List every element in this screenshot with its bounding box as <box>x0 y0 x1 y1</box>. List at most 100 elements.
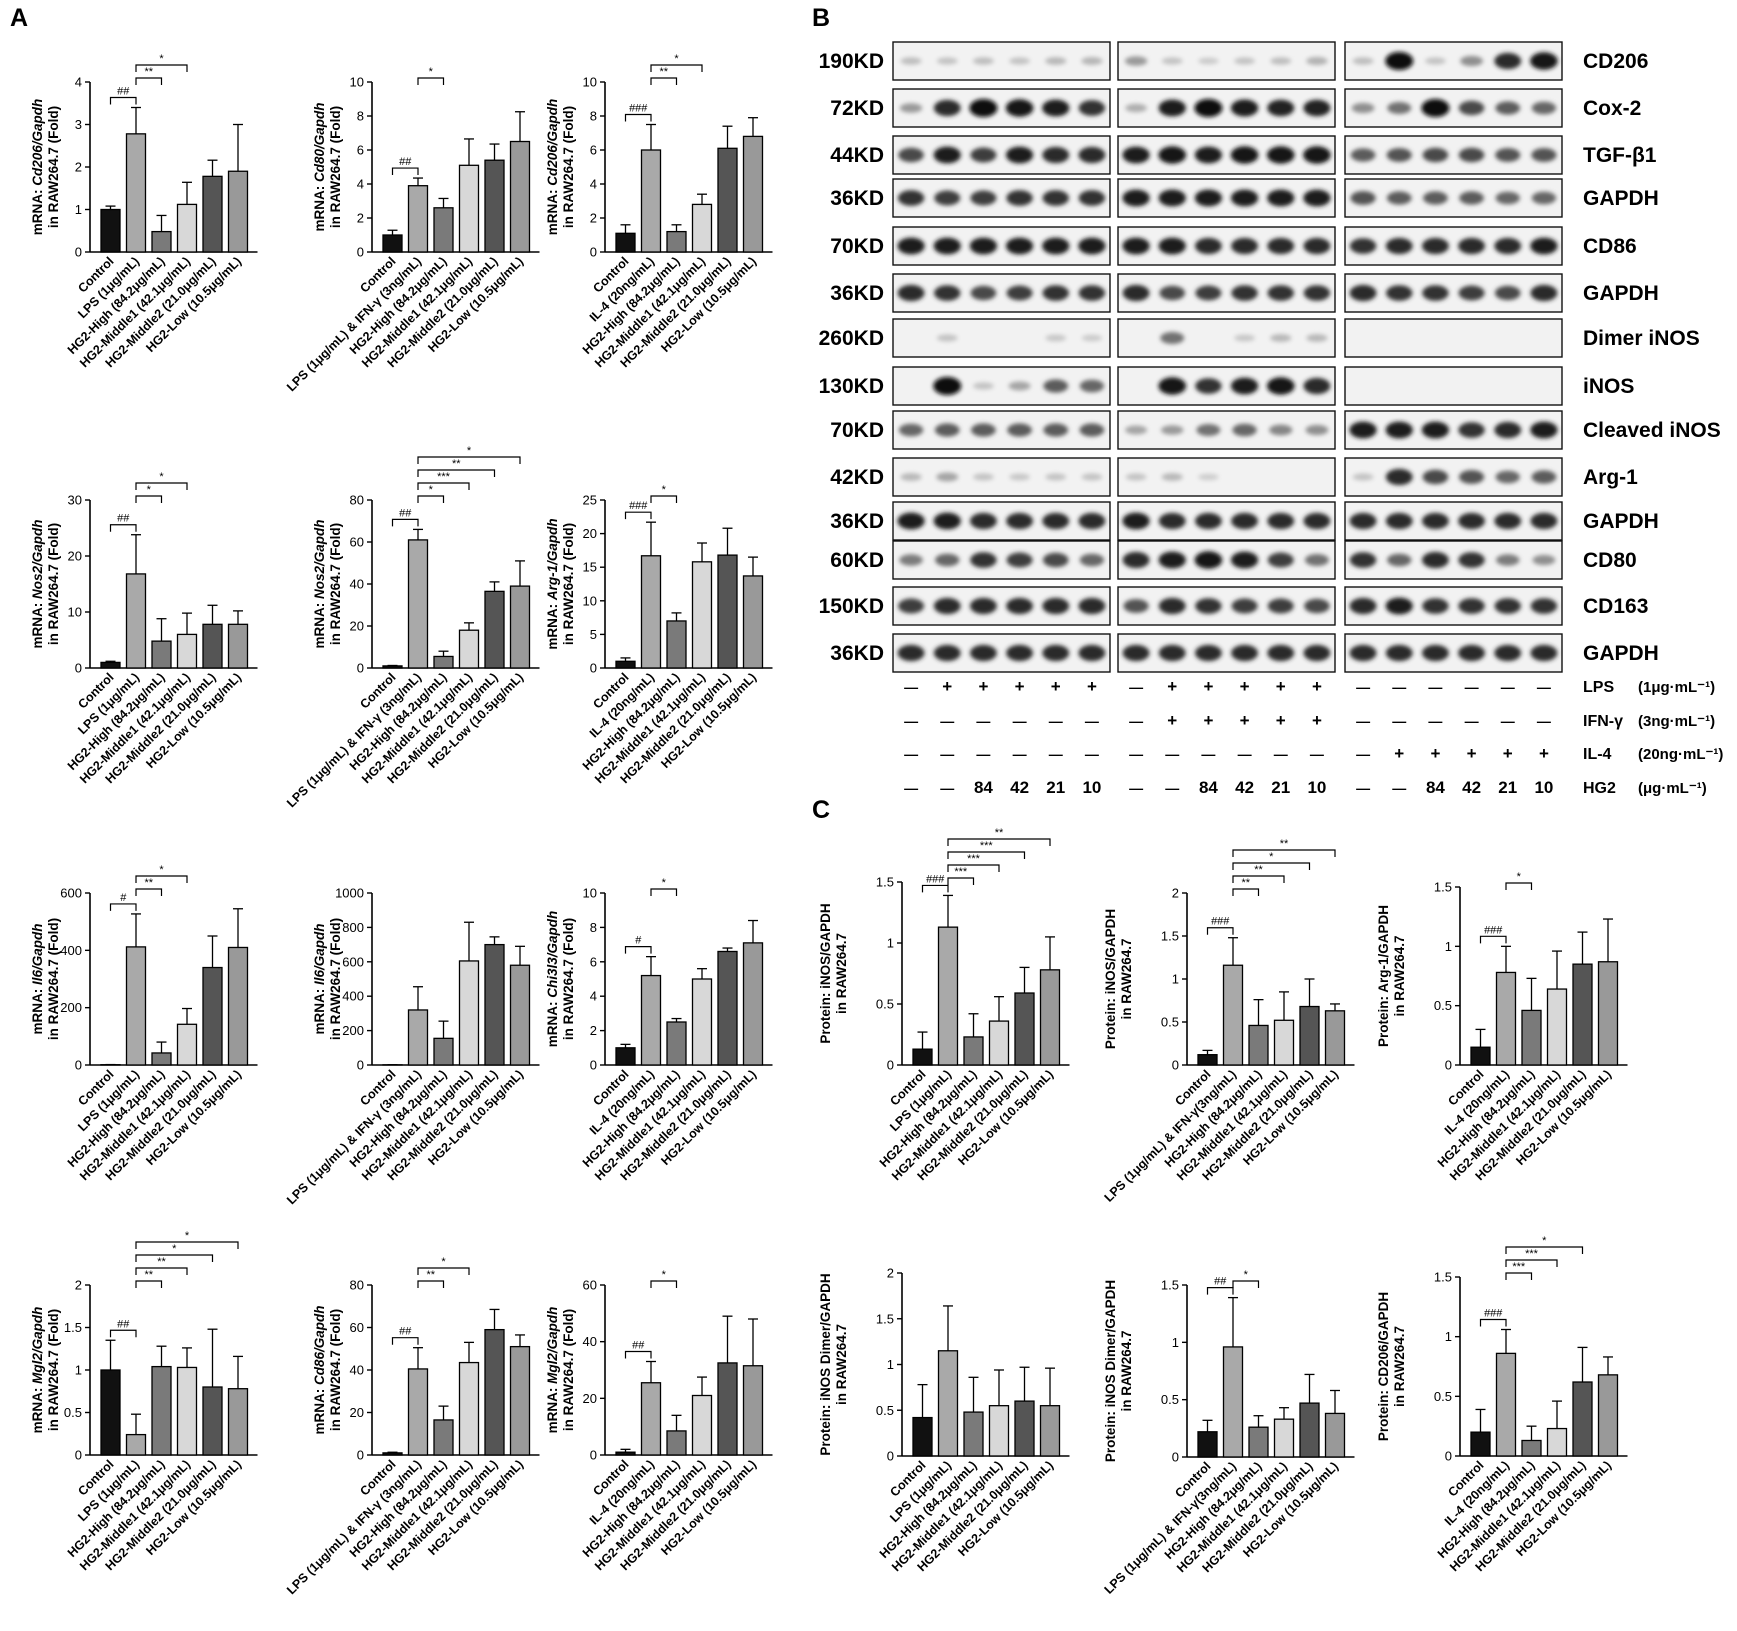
significance-mark: ### <box>629 103 648 115</box>
molecular-weight-label: 70KD <box>830 235 884 258</box>
blot-band <box>1352 57 1374 65</box>
bar <box>1572 1381 1593 1457</box>
protein-label: GAPDH <box>1583 510 1659 533</box>
y-tick-label: 4 <box>75 75 82 90</box>
bar <box>615 1451 636 1456</box>
blot-band <box>1303 644 1331 662</box>
bar <box>433 1037 454 1066</box>
y-tick-label: 3 <box>75 117 82 132</box>
bar <box>666 1430 687 1456</box>
significance-mark: *** <box>1512 1261 1526 1273</box>
blot-band <box>1006 552 1033 568</box>
blot-band <box>1422 598 1449 614</box>
blot-band <box>1303 285 1331 301</box>
significance-mark: ** <box>426 1269 435 1281</box>
condition-mark: — <box>1392 679 1406 695</box>
y-tick-label: 0 <box>357 1058 364 1073</box>
blot-band <box>1122 237 1150 255</box>
blot-band <box>1349 238 1377 254</box>
condition-mark: + <box>1503 744 1513 763</box>
significance-mark: * <box>1517 871 1522 883</box>
significance-bracket <box>1505 1259 1558 1267</box>
blot-band <box>1530 644 1558 662</box>
blot-band <box>1006 644 1033 662</box>
significance-bracket <box>417 1267 470 1275</box>
y-tick-label: 0 <box>1172 1450 1179 1465</box>
blot-band <box>1387 102 1412 114</box>
blot-band <box>1006 597 1033 615</box>
blot-strip <box>1344 226 1563 266</box>
y-tick-label: 1 <box>887 936 894 951</box>
blot-band <box>1006 512 1033 530</box>
bar <box>666 1021 687 1066</box>
condition-mark: — <box>1201 746 1215 762</box>
bar <box>458 164 480 253</box>
significance-bracket <box>135 875 188 883</box>
blot-band <box>1232 423 1257 437</box>
y-tick-label: 10 <box>68 605 82 620</box>
blot-band <box>970 644 997 662</box>
blot-band <box>1122 189 1150 207</box>
y-tick-label: 0 <box>75 1058 82 1073</box>
significance-bracket <box>650 64 703 72</box>
bar <box>176 633 198 669</box>
blot-strip <box>892 226 1111 266</box>
blot-band <box>1043 379 1069 393</box>
blot-strip <box>1344 88 1563 128</box>
condition-mark: 42 <box>1235 778 1254 797</box>
blot-strip <box>892 366 1111 406</box>
bar <box>1197 1054 1218 1066</box>
significance-bracket <box>109 903 137 911</box>
y-tick-label: 6 <box>590 954 597 969</box>
condition-mark: — <box>1356 746 1370 762</box>
blot-row: 44KD TGF-β1 <box>830 135 1657 175</box>
y-tick-label: 1.5 <box>1161 1278 1179 1293</box>
y-axis-label: mRNA: Arg-1/Gapdhin RAW264.7 (Fold) <box>545 518 576 649</box>
blot-band <box>970 552 997 568</box>
blot-band <box>1231 237 1258 255</box>
molecular-weight-label: 190KD <box>819 50 884 73</box>
condition-mark: — <box>1501 679 1515 695</box>
condition-mark: — <box>1238 746 1252 762</box>
significance-bracket <box>947 838 1051 846</box>
significance-mark: # <box>120 892 127 904</box>
bar <box>227 1388 249 1456</box>
blot-band <box>1195 598 1222 614</box>
blot-row: 42KD Arg-1 <box>830 457 1638 497</box>
blot-band <box>970 190 997 206</box>
blot-strip <box>892 457 1111 497</box>
condition-mark: + <box>1015 677 1025 696</box>
blot-band <box>1303 99 1331 117</box>
y-tick-label: 600 <box>60 886 82 901</box>
blot-band <box>1161 425 1184 435</box>
y-tick-label: 2 <box>590 211 597 226</box>
significance-mark: *** <box>1525 1248 1539 1260</box>
bar <box>691 1394 713 1456</box>
bar <box>458 1361 480 1456</box>
condition-mark: — <box>1013 713 1027 729</box>
blot-band <box>1494 52 1522 70</box>
significance-bracket <box>417 1280 445 1288</box>
blot-band <box>1531 101 1557 115</box>
western-blot: 190KD CD206 72KD Cox-2 44KD TGF-β1 36KD GAPDH 70… <box>819 41 1723 797</box>
y-tick-label: 0 <box>590 661 597 676</box>
blot-band <box>1230 146 1259 164</box>
bar <box>1039 1405 1061 1457</box>
blot-band <box>1230 377 1259 395</box>
significance-bracket <box>1232 862 1311 870</box>
significance-bracket <box>1206 1287 1234 1295</box>
blot-band <box>1350 191 1376 205</box>
bar <box>1197 1431 1218 1458</box>
blot-band <box>1349 421 1377 439</box>
blot-band <box>1270 57 1292 65</box>
condition-mark: — <box>1129 713 1143 729</box>
bar <box>125 946 147 1066</box>
significance-mark: * <box>1244 1269 1249 1281</box>
blot-band <box>1530 284 1558 302</box>
bar <box>125 133 147 253</box>
bar <box>1014 1400 1035 1457</box>
blot-band <box>1195 512 1222 530</box>
blot-band <box>1530 512 1558 530</box>
chart-a2: 0 2 4 6 8 10 mRNA: Cd80/Gapdhin RAW264.7 (Fold… <box>284 66 540 394</box>
